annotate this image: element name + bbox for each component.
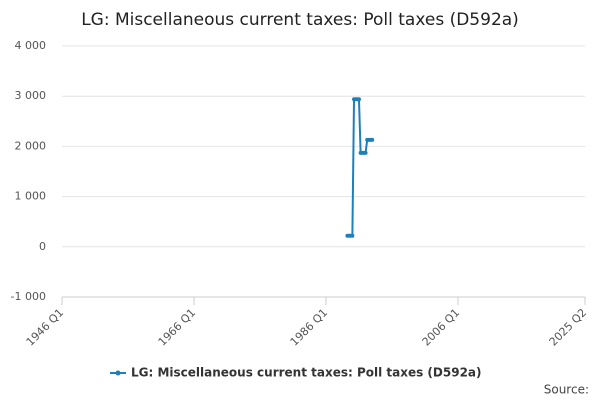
point: [356, 97, 361, 102]
legend-marker: [115, 370, 121, 376]
y-tick-label: -1 000: [11, 290, 46, 303]
source: Source:: [544, 383, 589, 397]
x-tick-label: 2006 Q1: [420, 306, 463, 349]
y-tick-label: 1 000: [15, 190, 47, 203]
y-tick-label: 4 000: [15, 39, 47, 52]
y-tick-label: 0: [39, 240, 46, 253]
legend-label: LG: Miscellaneous current taxes: Poll ta…: [131, 366, 482, 380]
line: [347, 98, 373, 237]
chart-title: LG: Miscellaneous current taxes: Poll ta…: [81, 10, 519, 30]
point: [370, 137, 375, 142]
x-tick-label: 1986 Q1: [288, 306, 331, 349]
y-tick-label: 3 000: [15, 89, 47, 102]
x-tick-label: 1966 Q1: [156, 306, 199, 349]
x-tick-label: 1946 Q1: [24, 306, 67, 349]
x-tick-label: 2025 Q2: [547, 306, 590, 349]
point: [350, 233, 355, 238]
point: [363, 150, 368, 155]
y-tick-label: 2 000: [15, 139, 47, 152]
